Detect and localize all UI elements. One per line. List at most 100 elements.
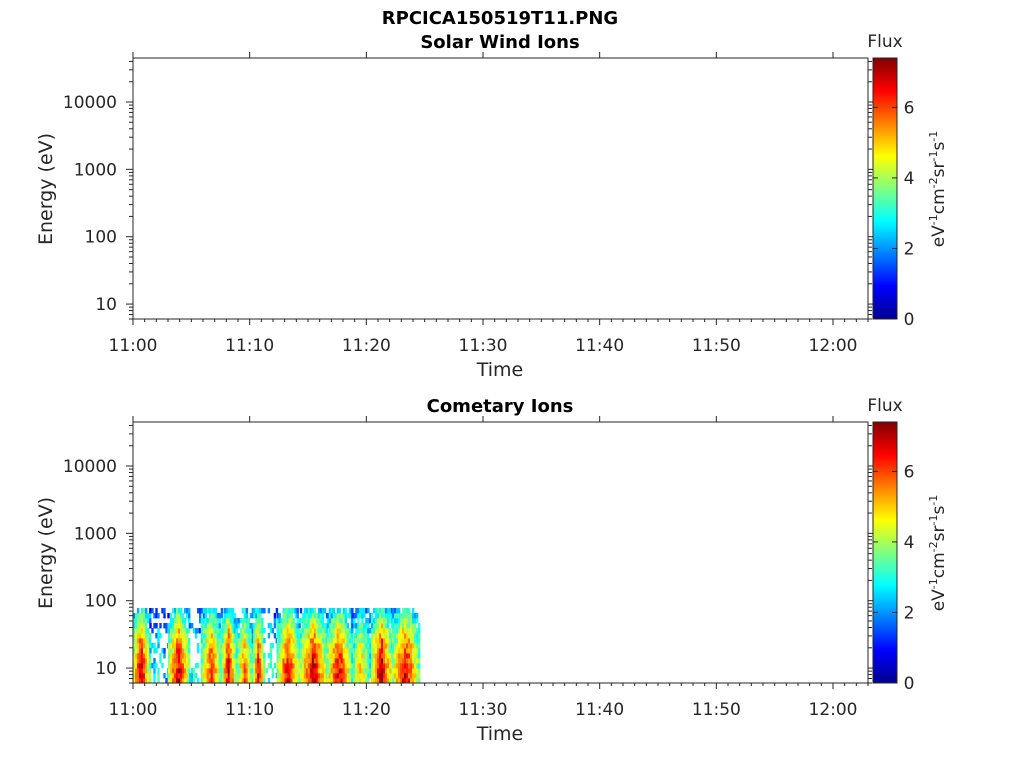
flux-cell	[269, 663, 273, 669]
flux-cell	[143, 648, 146, 654]
flux-cell	[261, 668, 264, 674]
flux-cell	[319, 678, 323, 683]
flux-burst	[276, 608, 301, 683]
flux-cell	[336, 673, 340, 679]
flux-cell	[133, 673, 136, 679]
flux-cell	[243, 628, 247, 634]
flux-cell	[334, 658, 338, 664]
x-tick-label: 11:10	[225, 336, 274, 356]
flux-cell	[165, 628, 168, 634]
flux-cell	[323, 673, 327, 679]
flux-cell	[282, 628, 285, 634]
flux-cell	[147, 628, 150, 634]
flux-cell	[392, 648, 395, 654]
flux-cell	[336, 638, 340, 644]
flux-cell	[361, 623, 364, 629]
flux-cell	[396, 633, 399, 639]
flux-cell	[286, 623, 289, 629]
flux-cell	[141, 653, 144, 659]
flux-cell	[231, 633, 235, 639]
flux-cell	[216, 628, 220, 634]
flux-cell	[137, 658, 140, 664]
flux-cell	[311, 663, 315, 669]
flux-cell	[204, 623, 208, 629]
flux-cell	[412, 613, 415, 619]
flux-cell	[233, 668, 237, 674]
flux-cell	[402, 608, 405, 614]
flux-cell	[377, 618, 380, 624]
flux-cell	[307, 618, 311, 624]
flux-cell	[328, 633, 332, 639]
flux-cell	[383, 648, 386, 654]
flux-cell	[394, 638, 397, 644]
flux-cell	[303, 673, 307, 679]
flux-cell	[251, 658, 255, 664]
flux-cell	[176, 618, 179, 624]
flux-cell	[303, 638, 307, 644]
flux-cell	[292, 663, 295, 669]
flux-cell	[361, 663, 364, 669]
flux-cell	[309, 663, 313, 669]
flux-cell	[282, 658, 285, 664]
flux-cell	[330, 613, 334, 619]
flux-cell	[392, 613, 395, 619]
flux-cell	[218, 643, 222, 649]
flux-cell	[355, 608, 358, 614]
flux-cell	[197, 643, 200, 649]
flux-cell	[212, 628, 216, 634]
flux-cell	[321, 638, 325, 644]
flux-cell	[288, 613, 291, 619]
flux-cell	[408, 658, 411, 664]
flux-cell	[249, 638, 253, 644]
flux-cell	[357, 638, 360, 644]
flux-cell	[412, 678, 415, 683]
x-tick-label: 11:30	[459, 700, 508, 720]
flux-cell	[206, 623, 210, 629]
flux-cell	[229, 653, 233, 659]
x-tick-label: 11:40	[575, 336, 624, 356]
flux-cell	[357, 618, 360, 624]
flux-cell	[182, 653, 185, 659]
flux-cell	[221, 648, 225, 654]
flux-cell	[296, 653, 299, 659]
flux-cell	[328, 643, 332, 649]
flux-cell	[204, 648, 208, 654]
flux-cell	[296, 623, 299, 629]
flux-cell	[231, 643, 235, 649]
flux-cell	[346, 668, 350, 674]
flux-cell	[223, 608, 227, 614]
flux-cell	[151, 628, 154, 634]
flux-cell	[235, 628, 239, 634]
flux-cell	[387, 658, 390, 664]
flux-cell	[288, 633, 291, 639]
flux-cell	[294, 668, 297, 674]
flux-cell	[157, 628, 160, 634]
flux-cell	[301, 623, 305, 629]
flux-cell	[381, 638, 384, 644]
flux-cell	[229, 663, 233, 669]
flux-cell	[278, 658, 281, 664]
flux-cell	[406, 608, 409, 614]
flux-cell	[284, 658, 287, 664]
flux-cell	[383, 628, 386, 634]
flux-cell	[288, 673, 291, 679]
flux-cell	[253, 643, 256, 649]
flux-cell	[408, 653, 411, 659]
flux-cell	[383, 643, 386, 649]
flux-cell	[355, 623, 358, 629]
flux-cell	[294, 663, 297, 669]
flux-cell	[233, 678, 237, 683]
flux-cell	[251, 628, 255, 634]
flux-cell	[133, 678, 136, 683]
flux-cell	[139, 628, 142, 634]
flux-cell	[186, 643, 189, 649]
flux-cell	[174, 628, 177, 634]
flux-cell	[180, 668, 183, 674]
flux-cell	[408, 613, 411, 619]
flux-cell	[170, 658, 173, 664]
flux-cell	[153, 613, 156, 619]
flux-cell	[373, 658, 376, 664]
flux-cell	[406, 673, 409, 679]
flux-cell	[170, 668, 173, 674]
flux-cell	[197, 648, 200, 654]
